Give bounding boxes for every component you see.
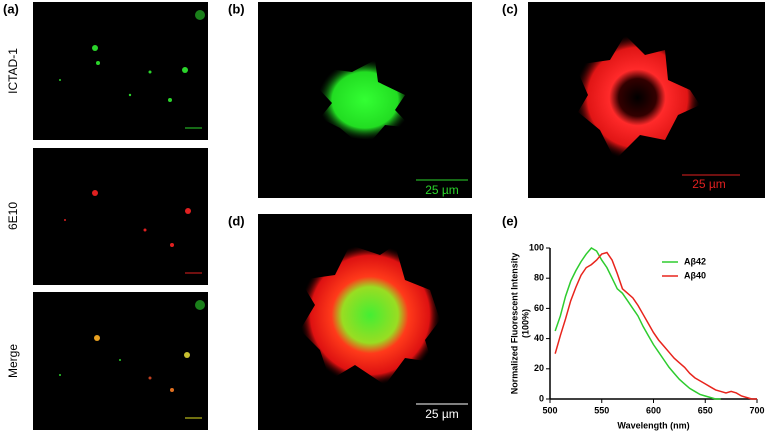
panel-label: (e) (502, 213, 518, 228)
row-label: ICTAD-1 (6, 48, 20, 94)
legend-label: Aβ40 (684, 270, 706, 280)
row-label: Merge (6, 344, 20, 378)
x-tick-label: 650 (698, 405, 713, 415)
y-tick-label: 60 (534, 303, 544, 313)
y-tick-label: 100 (529, 242, 544, 252)
x-tick-label: 600 (646, 405, 661, 415)
x-tick-label: 500 (542, 405, 557, 415)
puncta (59, 300, 205, 392)
micrograph (33, 148, 208, 285)
series-line (554, 251, 757, 400)
y-tick-label: 0 (539, 393, 544, 403)
series-line (554, 247, 721, 400)
scale-label: 25 µm (692, 177, 726, 191)
y-tick-label: 40 (534, 333, 544, 343)
panel-label: (d) (228, 213, 245, 228)
x-axis-title: Wavelength (nm) (617, 420, 689, 430)
scale-label: 25 µm (425, 407, 459, 421)
scale-label: 25 µm (425, 183, 459, 197)
x-tick-label: 550 (594, 405, 609, 415)
micrograph (33, 292, 208, 430)
y-axis-title: (100%) (520, 309, 530, 338)
x-tick-label: 700 (749, 405, 764, 415)
micrograph (33, 2, 208, 140)
y-tick-label: 80 (534, 273, 544, 283)
row-label: 6E10 (6, 202, 20, 230)
legend-label: Aβ42 (684, 256, 706, 266)
panel-label: (a) (3, 1, 19, 16)
plaque (318, 60, 412, 140)
puncta (59, 10, 205, 102)
plaque (300, 245, 440, 385)
panel-label: (c) (502, 1, 518, 16)
puncta (64, 190, 191, 247)
chart: 0 20 40 60 80 100 500 550 600 650 700 Wavelength (n… (509, 242, 764, 430)
y-axis-title: Normalized Fluorescent Intensity (509, 253, 519, 395)
panel-label: (b) (228, 1, 245, 16)
y-tick-label: 20 (534, 363, 544, 373)
plaque (575, 35, 700, 160)
